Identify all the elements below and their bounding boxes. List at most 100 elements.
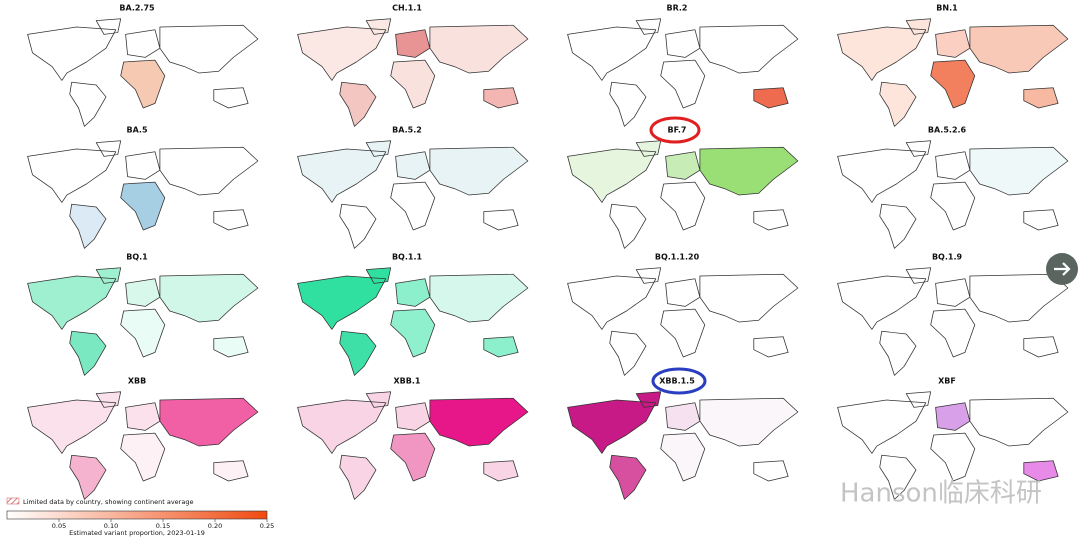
panel-title: BA.5.2.6 [928,126,967,135]
continent [390,59,436,109]
continent [609,203,647,249]
panel-title: CH.1.1 [392,4,422,13]
continent [753,87,789,109]
continent [120,308,166,358]
continent [395,151,431,180]
world-map [567,267,799,376]
continent [27,267,122,330]
world-map [27,267,259,376]
continent [567,140,662,203]
world-map [297,140,529,249]
world-map [567,140,799,249]
continent [699,273,799,323]
panel-title: BN.1 [936,4,958,13]
continent [159,24,259,74]
continent [213,460,249,482]
continent [567,18,662,81]
continent [660,59,706,109]
panel-title: BQ.1.1.20 [655,253,700,262]
highlight-circle [649,116,701,144]
continent [483,209,519,231]
tick-label: 0.25 [260,522,274,530]
panel-title: BA.5.2 [392,126,422,135]
continent [297,391,392,454]
continent [969,397,1069,447]
continent [1023,87,1059,109]
tick-label: 0.05 [52,522,66,530]
continent [483,336,519,358]
world-map [837,140,1069,249]
continent [567,391,662,454]
continent [429,397,529,447]
continent [660,308,706,358]
continent [969,24,1069,74]
tick-label: 0.15 [156,522,170,530]
world-map [27,18,259,127]
continent [27,140,122,203]
continent [837,267,932,330]
continent [69,454,107,500]
continent [213,87,249,109]
continent [753,336,789,358]
continent [120,432,166,482]
continent [609,81,647,127]
continent [930,432,976,482]
world-map [297,391,529,500]
continent [297,140,392,203]
continent [339,203,377,249]
continent [930,59,976,109]
watermark: Hanson临床科研 [840,479,1042,509]
continent [125,151,161,180]
continent [935,29,971,58]
panel-title: BA.5 [126,126,147,135]
continent [837,391,932,454]
continent [339,330,377,376]
continent [395,278,431,307]
continent [930,181,976,231]
continent [879,203,917,249]
continent [69,203,107,249]
world-map [837,18,1069,127]
highlight-circle [651,367,707,395]
colorbar-label: Estimated variant proportion, 2023-01-19 [69,529,205,537]
continent [483,460,519,482]
continent [665,151,701,180]
panel-title: XBF [938,377,956,386]
panel-title: XBB.1 [394,377,421,386]
continent [660,181,706,231]
panel-title: BF.7 [668,126,687,135]
continent [125,278,161,307]
panel-title: BA.2.75 [119,4,155,13]
continent [213,209,249,231]
tick-label: 0.20 [208,522,222,530]
continent [69,81,107,127]
continent [120,181,166,231]
continent [159,273,259,323]
tick-label: 0.10 [104,522,118,530]
continent [935,278,971,307]
continent [753,209,789,231]
continent [390,308,436,358]
panel-title: BQ.1 [126,253,148,262]
colorbar-ticks: 0.05 0.10 0.15 0.20 0.25 [52,519,274,530]
continent [213,336,249,358]
continent [969,146,1069,196]
continent [297,18,392,81]
world-map [567,18,799,127]
next-button[interactable] [1046,253,1078,285]
continent [699,24,799,74]
continent [609,454,647,500]
continent [665,402,701,431]
continent [567,267,662,330]
continent [429,146,529,196]
continent [339,81,377,127]
continent [159,146,259,196]
continent [483,87,519,109]
panel-title: XBB [128,377,146,386]
continent [930,308,976,358]
continent [395,29,431,58]
map-grid: BA.2.75 CH.1.1 BR.2 BN.1 BA.5 BA.5.2 BF.7 BA.5.… [27,4,1069,500]
continent [390,181,436,231]
panel-title: BQ.1.9 [932,253,963,262]
continent [753,460,789,482]
